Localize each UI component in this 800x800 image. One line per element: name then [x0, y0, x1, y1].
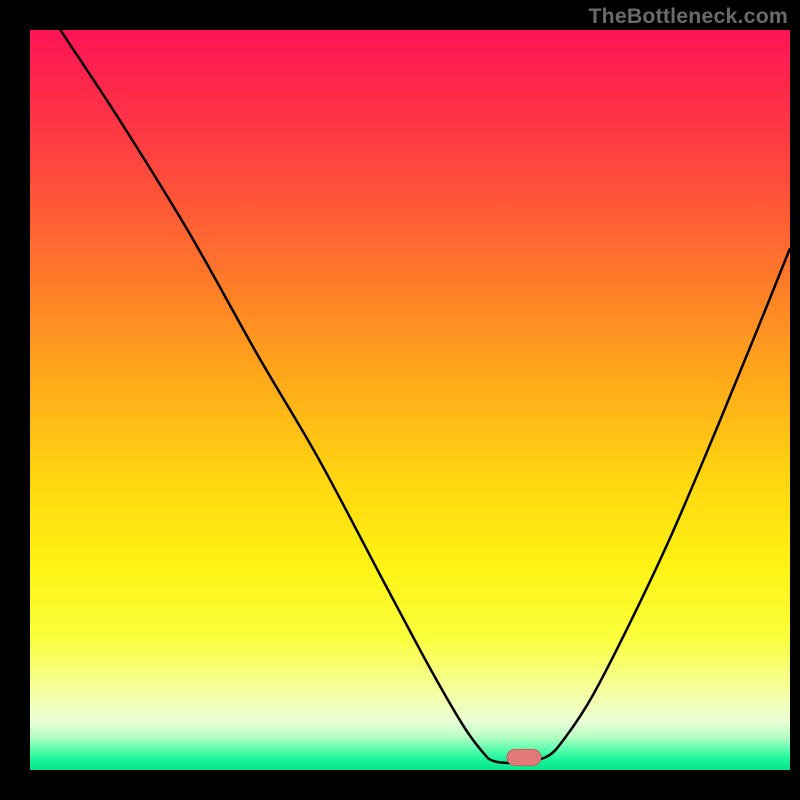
optimal-marker — [507, 749, 541, 765]
gradient-background — [30, 30, 790, 770]
chart-container: TheBottleneck.com — [0, 0, 800, 800]
watermark-text: TheBottleneck.com — [588, 4, 788, 29]
chart-svg — [0, 0, 800, 800]
